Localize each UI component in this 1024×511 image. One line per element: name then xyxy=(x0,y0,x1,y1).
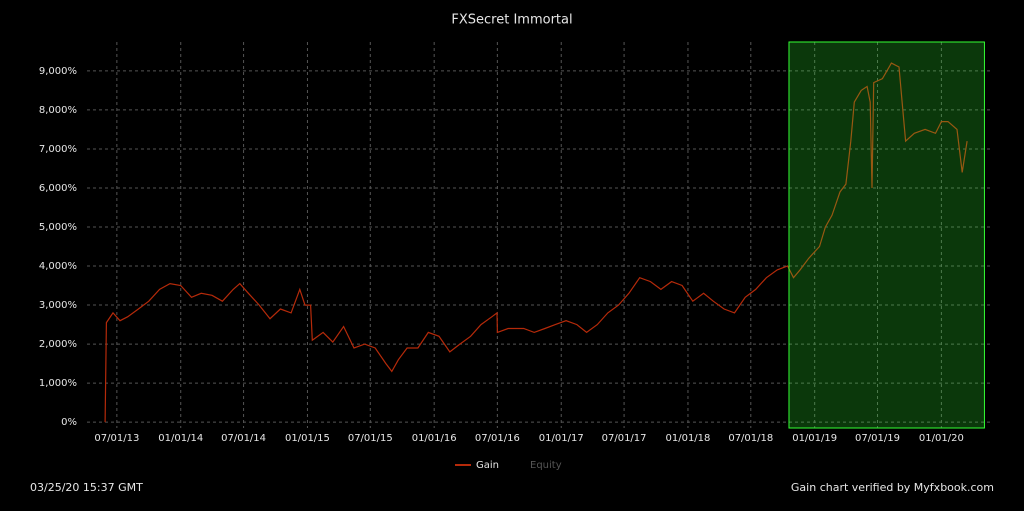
x-tick-label: 01/01/16 xyxy=(412,433,457,444)
y-tick-label: 8,000% xyxy=(39,105,77,116)
x-tick-label: 01/01/19 xyxy=(792,433,837,444)
footer: Gain chart verified by Myfxbook.com xyxy=(791,481,994,494)
y-tick-label: 4,000% xyxy=(39,261,77,272)
x-tick-label: 01/01/20 xyxy=(919,433,964,444)
y-tick-label: 0% xyxy=(61,417,77,428)
x-tick-label: 07/01/16 xyxy=(475,433,520,444)
y-tick-label: 7,000% xyxy=(39,144,77,155)
y-tick-label: 3,000% xyxy=(39,300,77,311)
x-tick-label: 07/01/18 xyxy=(728,433,773,444)
y-tick-label: 5,000% xyxy=(39,222,77,233)
y-tick-label: 2,000% xyxy=(39,339,77,350)
x-tick-label: 07/01/14 xyxy=(221,433,266,444)
x-tick-label: 07/01/13 xyxy=(94,433,139,444)
x-tick-label: 01/01/14 xyxy=(158,433,203,444)
y-tick-label: 6,000% xyxy=(39,183,77,194)
x-tick-label: 01/01/15 xyxy=(285,433,330,444)
timestamp: 03/25/20 15:37 GMT xyxy=(30,481,143,494)
x-tick-label: 01/01/17 xyxy=(539,433,584,444)
x-tick-label: 07/01/19 xyxy=(855,433,900,444)
y-tick-label: 1,000% xyxy=(39,378,77,389)
highlight-region xyxy=(788,41,985,429)
y-tick-label: 9,000% xyxy=(39,66,77,77)
x-tick-label: 07/01/17 xyxy=(602,433,647,444)
gain-line xyxy=(104,62,968,423)
x-tick-label: 01/01/18 xyxy=(665,433,710,444)
chart-title: FXSecret Immortal xyxy=(451,13,572,28)
x-tick-label: 07/01/15 xyxy=(348,433,393,444)
legend-label: Gain xyxy=(476,460,499,471)
legend-label-inactive: Equity xyxy=(530,460,562,471)
